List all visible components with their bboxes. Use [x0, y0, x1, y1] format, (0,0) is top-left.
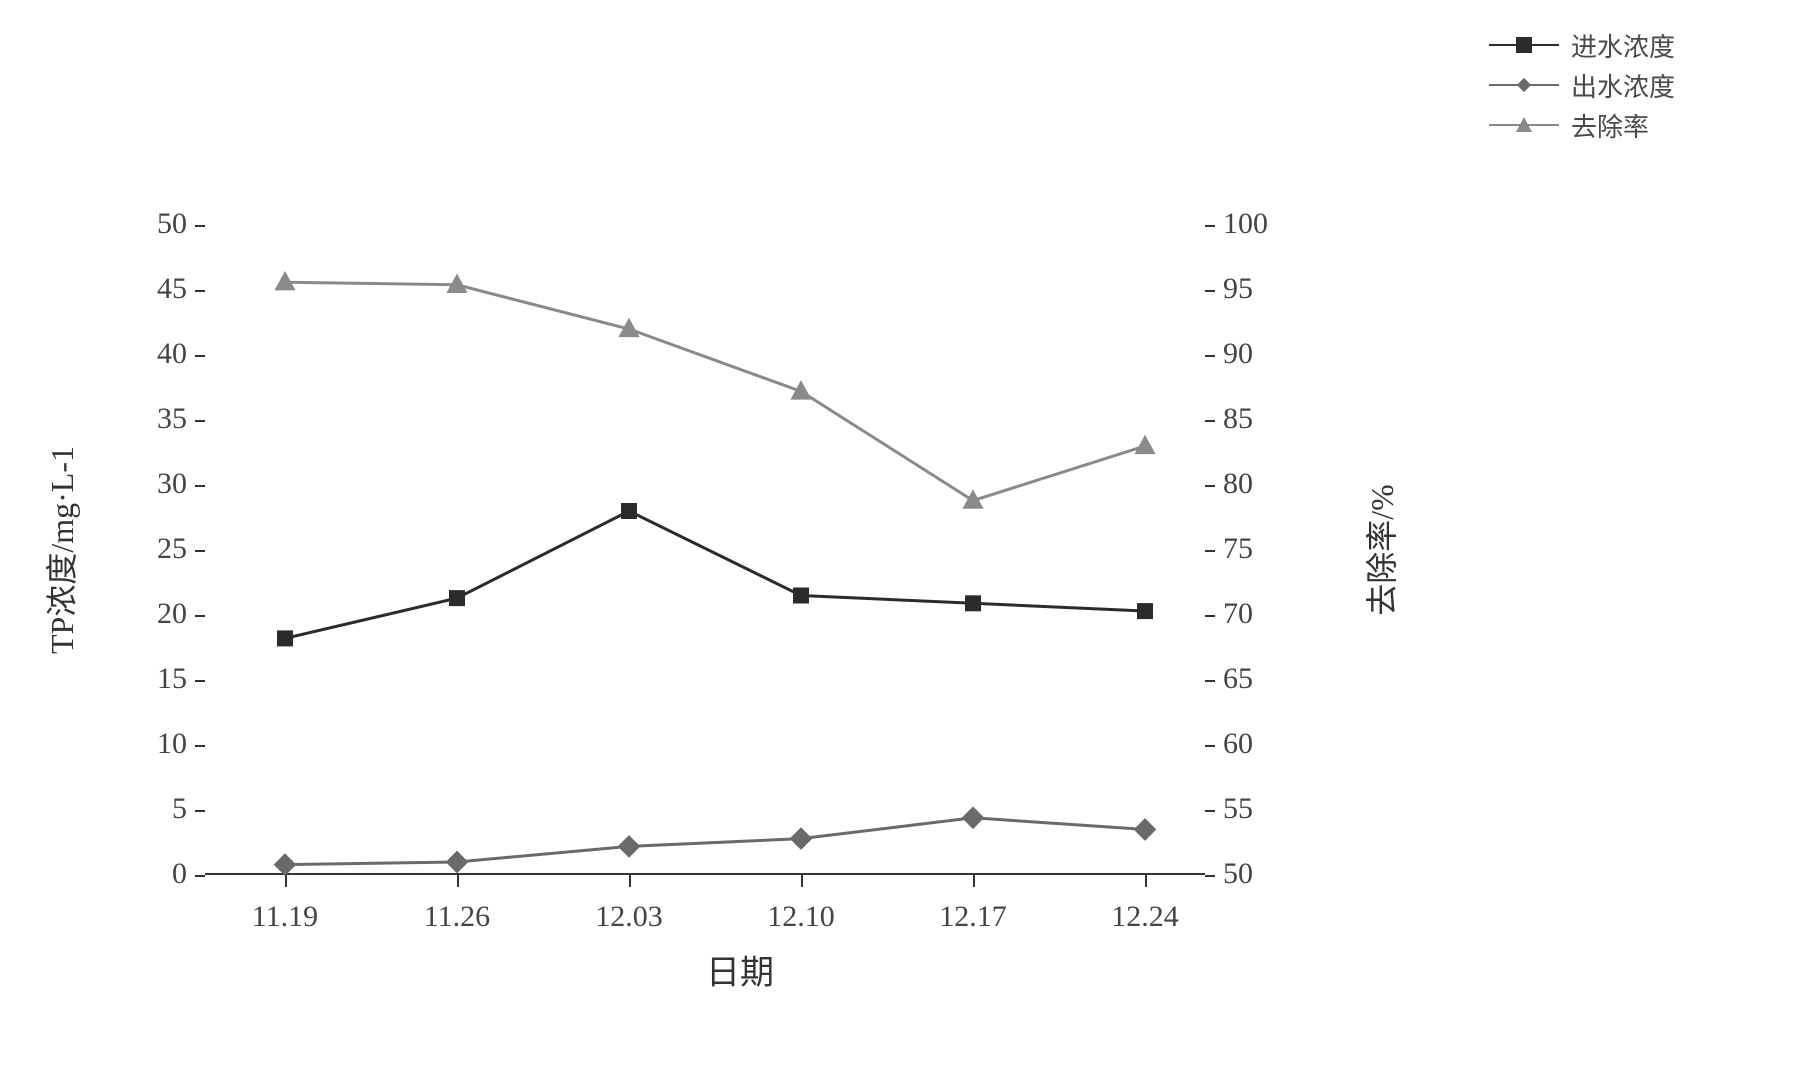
marker-triangle: [274, 271, 295, 290]
legend-marker-triangle: [1489, 124, 1559, 126]
marker-diamond: [618, 835, 641, 858]
y2-tick-mark: [1205, 810, 1215, 812]
marker-diamond: [962, 806, 985, 829]
y1-tick-mark: [195, 420, 205, 422]
legend-label-series3: 去除率: [1571, 107, 1649, 144]
marker-square: [277, 630, 293, 646]
y1-tick-mark: [195, 550, 205, 552]
y1-tick: 0: [172, 857, 187, 891]
marker-square: [793, 588, 809, 604]
marker-square: [449, 590, 465, 606]
y1-tick-mark: [195, 810, 205, 812]
y2-tick: 100: [1223, 207, 1268, 241]
legend-item-series2: 出水浓度: [1489, 65, 1675, 105]
marker-diamond: [790, 827, 813, 850]
y1-axis: 05101520253035404550: [70, 225, 205, 875]
y1-tick: 10: [157, 727, 187, 761]
y2-tick: 95: [1223, 272, 1253, 306]
y1-tick-mark: [195, 745, 205, 747]
legend-marker-square: [1489, 44, 1559, 46]
y2-tick: 90: [1223, 337, 1253, 371]
y2-tick: 85: [1223, 402, 1253, 436]
y2-tick: 55: [1223, 792, 1253, 826]
x-tick: 12.17: [923, 900, 1023, 934]
y1-tick: 30: [157, 467, 187, 501]
y1-tick: 45: [157, 272, 187, 306]
y2-tick-mark: [1205, 615, 1215, 617]
y1-tick: 35: [157, 402, 187, 436]
marker-diamond: [1134, 818, 1157, 841]
x-tick: 12.10: [751, 900, 851, 934]
y1-tick-mark: [195, 355, 205, 357]
y2-axis: 50556065707580859095100: [1205, 225, 1355, 875]
y2-tick-mark: [1205, 745, 1215, 747]
legend-label-series2: 出水浓度: [1571, 67, 1675, 104]
y1-tick-mark: [195, 875, 205, 877]
y2-tick-mark: [1205, 355, 1215, 357]
x-tick: 12.24: [1095, 900, 1195, 934]
legend-item-series1: 进水浓度: [1489, 25, 1675, 65]
y2-tick-mark: [1205, 550, 1215, 552]
y1-tick-mark: [195, 615, 205, 617]
y2-tick-mark: [1205, 420, 1215, 422]
y1-tick-mark: [195, 225, 205, 227]
y2-tick-mark: [1205, 290, 1215, 292]
y2-tick: 50: [1223, 857, 1253, 891]
plot-area: [205, 225, 1205, 875]
marker-square: [621, 503, 637, 519]
plot-svg: [205, 225, 1205, 885]
y2-tick-mark: [1205, 225, 1215, 227]
legend-marker-diamond: [1489, 84, 1559, 86]
marker-square: [1137, 603, 1153, 619]
marker-triangle: [1134, 435, 1155, 454]
y1-tick-mark: [195, 680, 205, 682]
marker-diamond: [446, 851, 469, 874]
y1-tick: 5: [172, 792, 187, 826]
series-line: [285, 818, 1145, 865]
y2-tick: 80: [1223, 467, 1253, 501]
y1-tick: 25: [157, 532, 187, 566]
y1-tick: 20: [157, 597, 187, 631]
y1-tick-mark: [195, 290, 205, 292]
legend-label-series1: 进水浓度: [1571, 27, 1675, 64]
marker-diamond: [274, 853, 297, 876]
y1-tick: 50: [157, 207, 187, 241]
y2-tick: 60: [1223, 727, 1253, 761]
legend: 进水浓度 出水浓度 去除率: [1489, 25, 1675, 145]
x-tick: 11.26: [407, 900, 507, 934]
series-line: [285, 511, 1145, 638]
x-tick: 11.19: [235, 900, 335, 934]
y2-tick-mark: [1205, 680, 1215, 682]
y2-tick-mark: [1205, 875, 1215, 877]
y2-tick: 75: [1223, 532, 1253, 566]
y2-tick-mark: [1205, 485, 1215, 487]
chart: TP浓度/mg·L-1 去除率/% 日期 0510152025303540455…: [70, 225, 1410, 1015]
y1-tick-mark: [195, 485, 205, 487]
y2-tick: 70: [1223, 597, 1253, 631]
y2-axis-label: 去除率/%: [1357, 484, 1403, 616]
y1-tick: 40: [157, 337, 187, 371]
y1-tick: 15: [157, 662, 187, 696]
x-axis: 11.19 11.26 12.03 12.10 12.17 12.24: [205, 875, 1205, 975]
legend-item-series3: 去除率: [1489, 105, 1675, 145]
series-line: [285, 282, 1145, 500]
y2-tick: 65: [1223, 662, 1253, 696]
x-tick: 12.03: [579, 900, 679, 934]
marker-square: [965, 595, 981, 611]
